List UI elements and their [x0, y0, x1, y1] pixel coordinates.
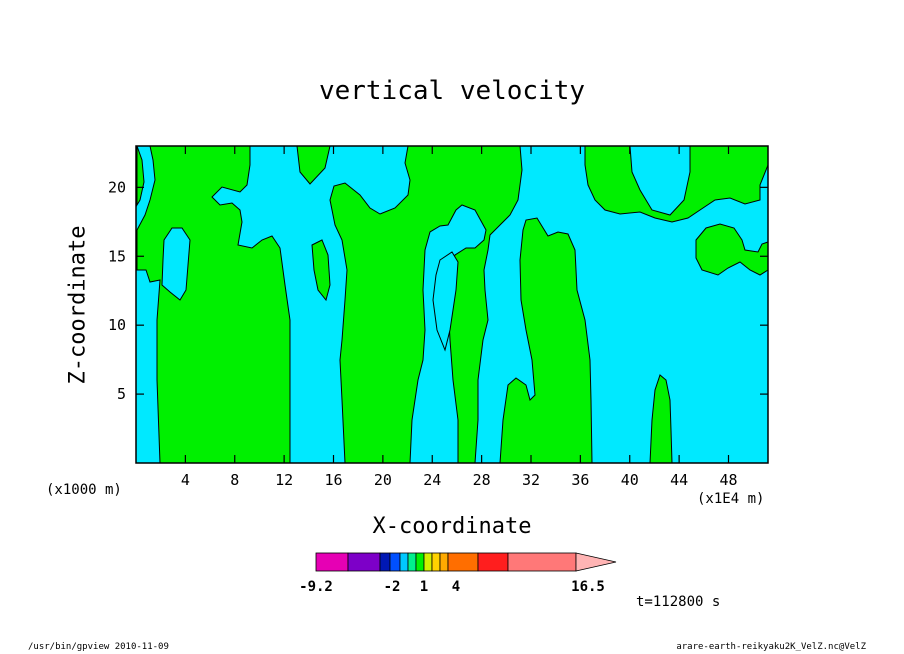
colorbar-label: 1: [420, 579, 428, 595]
colorbar: [315, 552, 617, 572]
footer-left: /usr/bin/gpview 2010-11-09: [28, 642, 169, 652]
colorbar-swatch: [477, 552, 509, 572]
colorbar-label: 4: [452, 579, 460, 595]
x-tick-label: 4: [181, 471, 190, 489]
x-tick-label: 28: [473, 471, 491, 489]
x-tick-label: 44: [670, 471, 688, 489]
colorbar-labels: -9.2 -2 1 4 16.5: [299, 579, 605, 595]
colorbar-swatch: [315, 552, 349, 572]
positive-regions: [136, 145, 769, 464]
positive-region: [136, 145, 145, 207]
x-tick-label: 8: [230, 471, 239, 489]
colorbar-swatch: [439, 552, 449, 572]
negative-hole: [432, 251, 459, 352]
colorbar-label: 16.5: [571, 579, 605, 595]
x-tick-label: 12: [275, 471, 293, 489]
chart-title: vertical velocity: [318, 76, 586, 106]
colorbar-label: -2: [384, 579, 401, 595]
negative-hole: [629, 145, 691, 216]
x-tick-label: 32: [522, 471, 540, 489]
y-axis-ticks: 5 10 15 20: [108, 178, 768, 403]
colorbar-swatch: [407, 552, 417, 572]
colorbar-swatch: [379, 552, 391, 572]
y-tick-label: 10: [108, 316, 126, 334]
negative-hole: [161, 227, 191, 301]
y-tick-label: 15: [108, 247, 126, 265]
colorbar-swatch: [389, 552, 401, 572]
x-tick-label: 16: [324, 471, 342, 489]
colorbar-swatch: [431, 552, 441, 572]
colorbar-arrow: [575, 552, 617, 572]
x-unit-label-right: (x1E4 m): [697, 491, 765, 507]
x-tick-label: 20: [374, 471, 392, 489]
colorbar-swatch: [447, 552, 479, 572]
colorbar-swatch: [347, 552, 381, 572]
colorbar-swatch: [399, 552, 409, 572]
x-tick-label: 48: [719, 471, 737, 489]
y-tick-label: 5: [117, 385, 126, 403]
x-axis-label: X-coordinate: [372, 514, 532, 539]
positive-region: [649, 374, 673, 464]
x-axis-ticks: 4 8 12 16 20 24 28 32 36 40 44 48: [181, 146, 738, 489]
colorbar-label: -9.2: [299, 579, 333, 595]
colorbar-swatch: [423, 552, 433, 572]
y-axis-label: Z-coordinate: [65, 225, 91, 385]
plot-frame: [135, 145, 769, 464]
positive-region: [499, 217, 593, 464]
x-tick-label: 36: [571, 471, 589, 489]
x-tick-label: 40: [621, 471, 639, 489]
colorbar-swatch: [415, 552, 425, 572]
footer-right: arare-earth-reikyaku2K_VelZ.nc@VelZ: [676, 642, 866, 652]
y-tick-label: 20: [108, 178, 126, 196]
time-label: t=112800 s: [636, 594, 721, 610]
x-tick-label: 24: [423, 471, 441, 489]
x-unit-label-left: (x1000 m): [46, 482, 122, 498]
positive-region: [311, 239, 331, 302]
colorbar-swatch: [507, 552, 577, 572]
